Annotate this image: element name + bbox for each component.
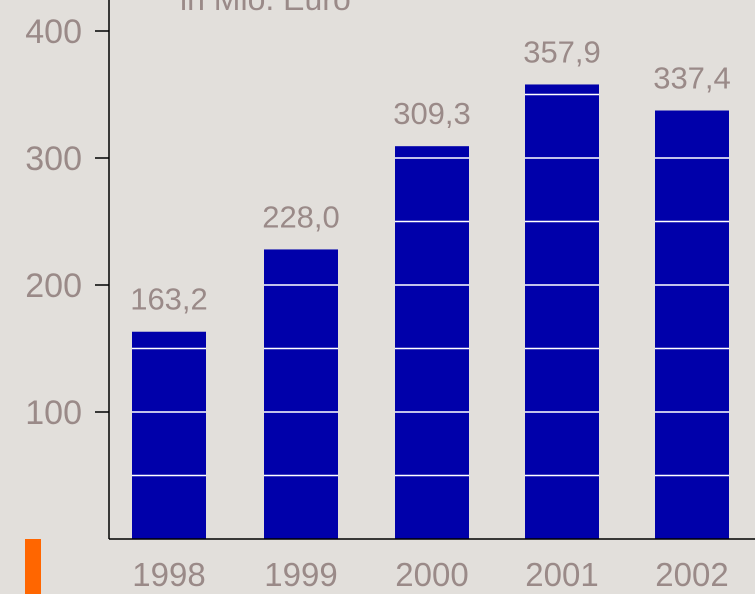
x-axis-labels: 1998 1999 2000 2001 2002 — [132, 556, 728, 593]
value-label-1998: 163,2 — [130, 282, 208, 317]
y-tick-label: 400 — [25, 13, 82, 51]
y-tick-label: 200 — [25, 267, 82, 305]
x-tick-label-2001: 2001 — [525, 556, 598, 593]
bars — [132, 84, 729, 539]
bar-1998 — [132, 331, 206, 539]
y-tick-label: 100 — [25, 394, 82, 432]
value-label-1999: 228,0 — [262, 199, 340, 234]
bar-2000 — [395, 146, 469, 539]
x-tick-label-1998: 1998 — [132, 556, 205, 593]
bar-2001 — [525, 84, 599, 539]
y-axis: 100 200 300 400 — [25, 13, 109, 432]
x-tick-label-2000: 2000 — [395, 556, 468, 593]
value-label-2001: 357,9 — [523, 34, 601, 69]
data-labels: 163,2 228,0 309,3 357,9 337,4 — [130, 34, 731, 316]
accent-marker — [25, 539, 41, 594]
bar-1999 — [264, 249, 338, 539]
x-tick-label-2002: 2002 — [655, 556, 728, 593]
value-label-2000: 309,3 — [393, 96, 471, 131]
unit-label: in Mio. Euro — [180, 0, 351, 17]
value-label-2002: 337,4 — [653, 61, 731, 96]
x-tick-label-1999: 1999 — [264, 556, 337, 593]
bar-2002 — [655, 110, 729, 539]
y-tick-label: 300 — [25, 140, 82, 178]
